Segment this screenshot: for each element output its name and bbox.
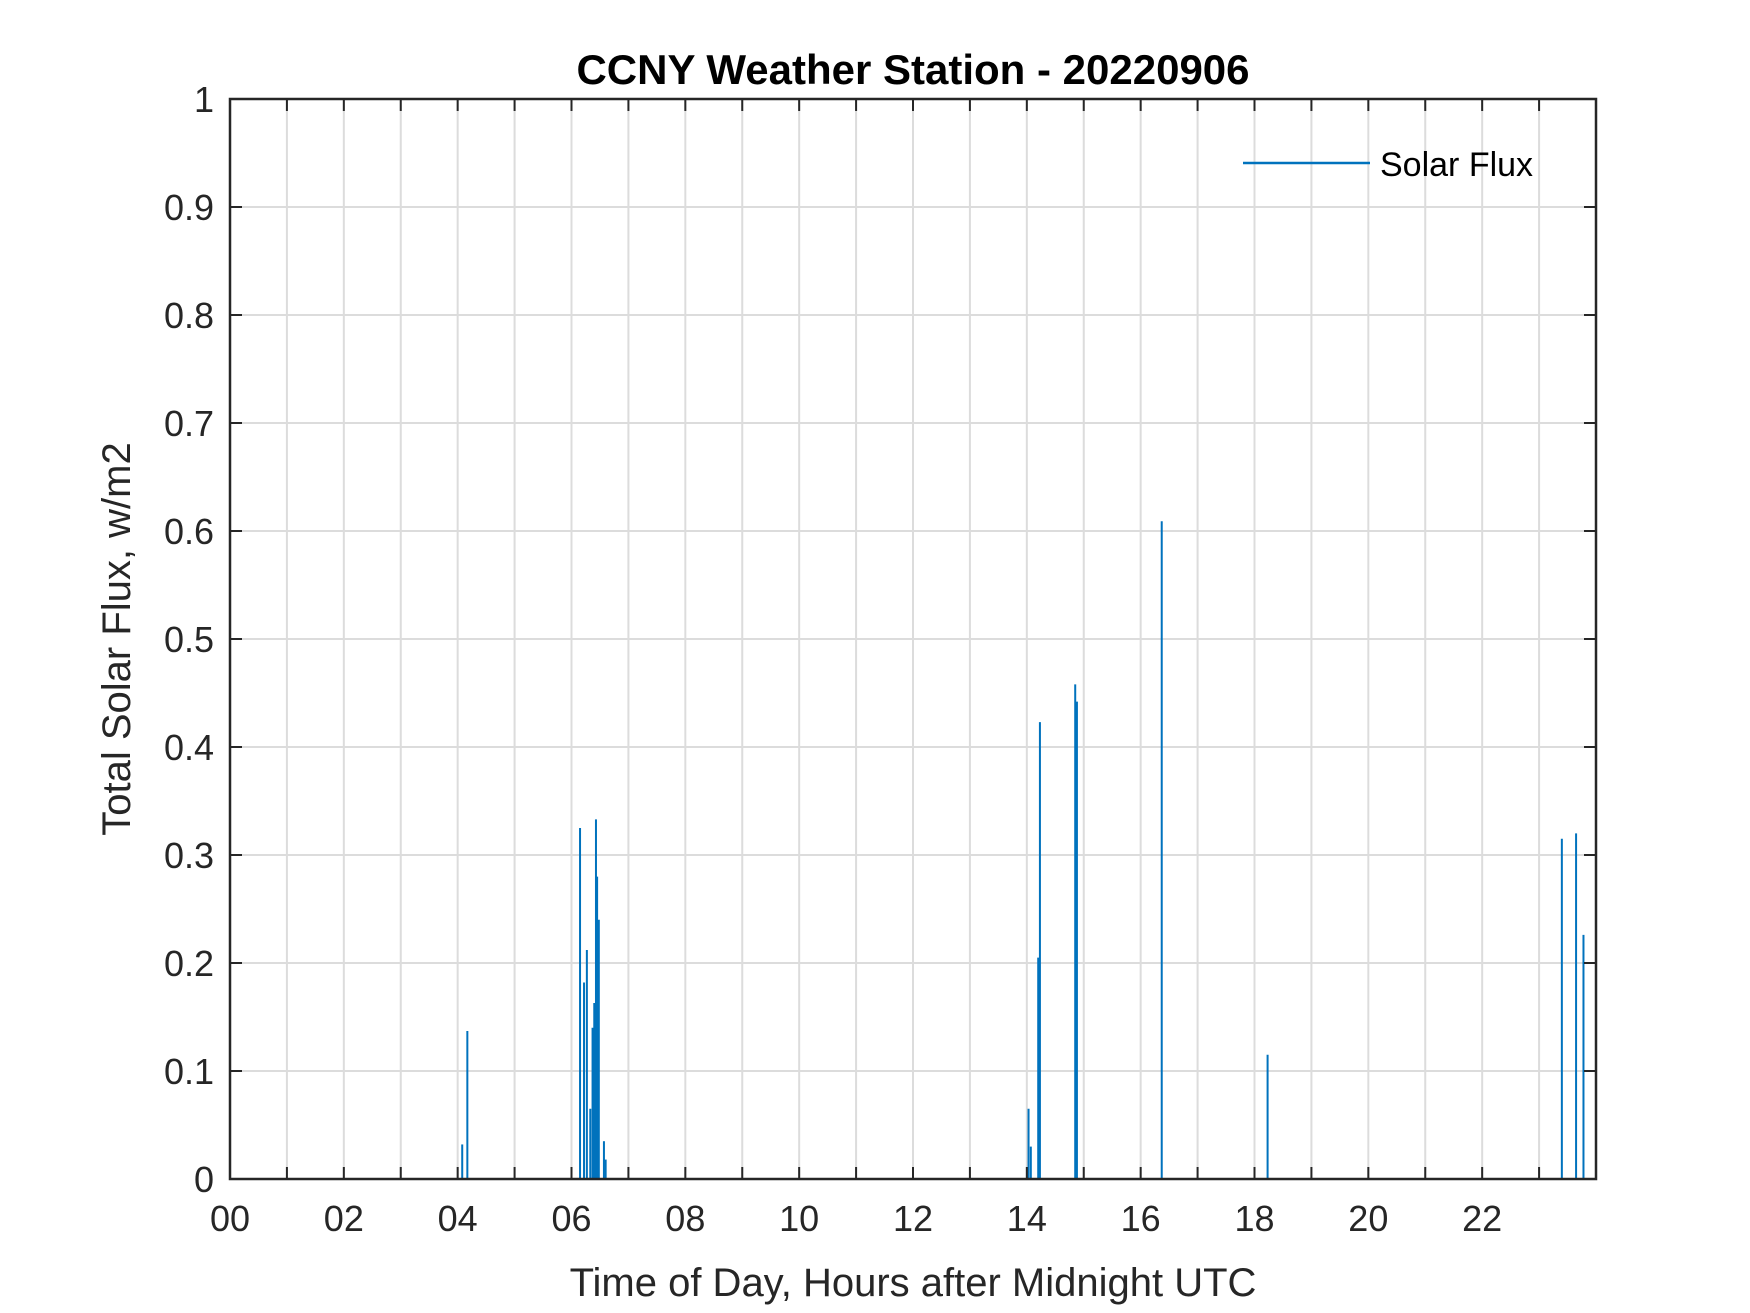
axis-ticks (229, 98, 1597, 1180)
y-tick-label: 0.6 (164, 511, 214, 552)
y-tick-label: 0.5 (164, 619, 214, 660)
x-tick-label: 08 (665, 1198, 705, 1239)
y-tick-label: 0.1 (164, 1051, 214, 1092)
x-tick-label: 06 (551, 1198, 591, 1239)
y-axis-title: Total Solar Flux, w/m2 (95, 442, 139, 835)
y-tick-label: 0.2 (164, 943, 214, 984)
y-tick-label: 0.4 (164, 727, 214, 768)
x-tick-labels: 00 02 04 06 08 10 12 14 16 18 20 22 (210, 1198, 1502, 1239)
x-tick-label: 10 (779, 1198, 819, 1239)
y-tick-labels: 0 0.1 0.2 0.3 0.4 0.5 0.6 0.7 0.8 0.9 1 (164, 79, 214, 1200)
y-tick-label: 0.3 (164, 835, 214, 876)
legend: Solar Flux (1243, 146, 1533, 184)
x-tick-label: 02 (324, 1198, 364, 1239)
x-tick-label: 22 (1462, 1198, 1502, 1239)
y-tick-label: 0.9 (164, 187, 214, 228)
y-tick-label: 0 (194, 1159, 214, 1200)
y-tick-label: 0.8 (164, 295, 214, 336)
x-tick-label: 12 (893, 1198, 933, 1239)
x-tick-label: 14 (1007, 1198, 1047, 1239)
x-tick-label: 00 (210, 1198, 250, 1239)
x-tick-label: 04 (438, 1198, 478, 1239)
x-axis-title: Time of Day, Hours after Midnight UTC (570, 1261, 1257, 1305)
legend-label-solar-flux: Solar Flux (1380, 146, 1533, 184)
x-tick-label: 16 (1121, 1198, 1161, 1239)
y-tick-label: 1 (194, 79, 214, 120)
grid-lines (230, 99, 1596, 1179)
y-tick-label: 0.7 (164, 403, 214, 444)
chart-title: CCNY Weather Station - 20220906 (576, 46, 1249, 93)
x-tick-label: 20 (1348, 1198, 1388, 1239)
x-tick-label: 18 (1234, 1198, 1274, 1239)
